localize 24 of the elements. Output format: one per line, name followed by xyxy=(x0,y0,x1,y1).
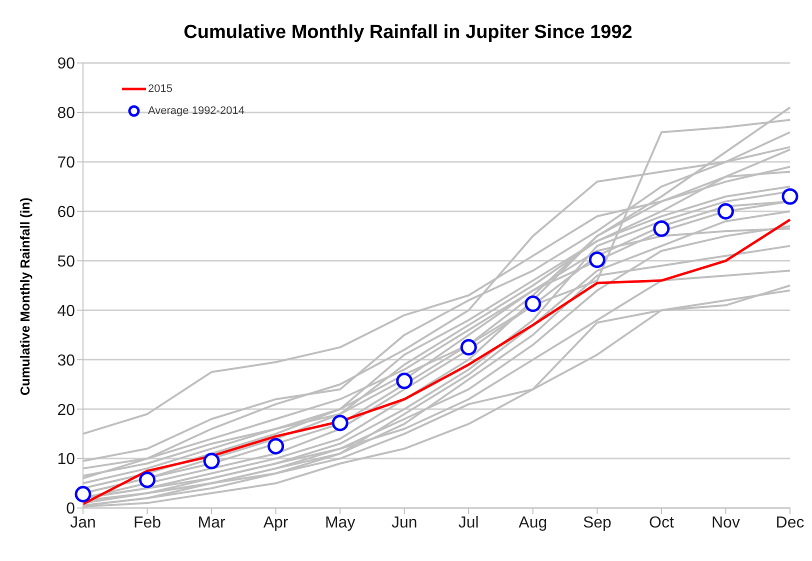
y-tick-label: 10 xyxy=(57,451,76,468)
x-tick-label: Dec xyxy=(776,514,804,532)
x-tick-label: May xyxy=(324,514,356,532)
x-tick-label: Aug xyxy=(518,514,548,532)
x-tick-label: Nov xyxy=(712,514,740,532)
y-tick-label: 40 xyxy=(57,302,76,320)
y-tick-label: 90 xyxy=(57,56,76,73)
x-tick-label: Jul xyxy=(458,514,479,532)
y-tick-label: 50 xyxy=(57,253,76,270)
x-tick-label: Apr xyxy=(263,514,289,532)
legend-label: 2015 xyxy=(148,83,172,95)
x-tick-label: Feb xyxy=(133,514,162,532)
y-axis-title: Cumulative Monthly Rainfall (in) xyxy=(18,198,33,396)
x-tick-label: Oct xyxy=(649,514,674,532)
y-tick-label: 70 xyxy=(57,154,76,172)
chart-title: Cumulative Monthly Rainfall in Jupiter Since 1992 xyxy=(182,22,634,44)
y-tick-label: 80 xyxy=(57,105,76,122)
y-tick-label: 20 xyxy=(57,402,76,419)
legend-label: Average 1992-2014 xyxy=(148,105,244,117)
x-tick-label: Mar xyxy=(198,514,226,532)
x-tick-label: Jun xyxy=(391,514,418,532)
y-tick-label: 60 xyxy=(57,204,76,222)
y-tick-label: 30 xyxy=(57,352,76,370)
x-tick-label: Sep xyxy=(582,514,612,532)
